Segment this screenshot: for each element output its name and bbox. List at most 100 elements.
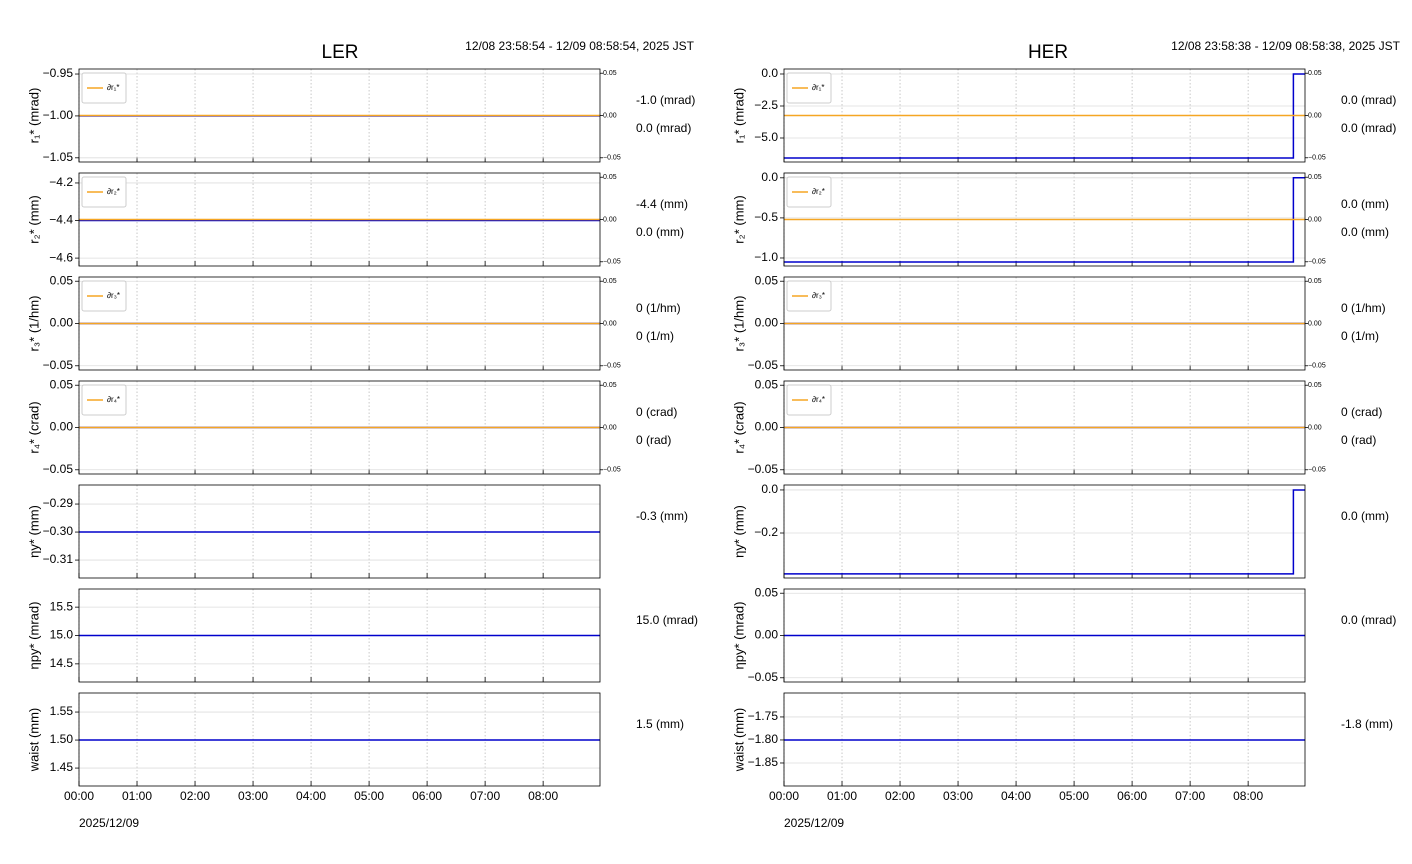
y-tick-label: −0.05 [748, 670, 779, 684]
y2-tick-label: 0.05 [603, 174, 617, 181]
annotation: 0.0 (mrad) [636, 121, 691, 135]
x-tick-label: 07:00 [1175, 789, 1205, 803]
y-axis-label: ηy* (mm) [26, 505, 41, 558]
y-tick-label: −0.95 [43, 66, 74, 80]
legend-label: ∂r₄* [812, 395, 825, 404]
annotation: 0 (rad) [636, 433, 671, 447]
y-axis-label: waist (mm) [26, 708, 41, 773]
x-tick-label: 06:00 [412, 789, 442, 803]
plot-frame [78, 172, 601, 267]
y-tick-label: 0.00 [755, 420, 779, 434]
x-tick-label: 05:00 [354, 789, 384, 803]
y2-tick-label: −0.05 [1308, 363, 1326, 370]
plot-area [784, 485, 1305, 578]
y-tick-label: −0.05 [43, 462, 74, 476]
y2-tick-label: −0.05 [603, 155, 621, 162]
y-tick-label: −1.80 [748, 732, 779, 746]
x-axis-label: 2025/12/09 [79, 816, 139, 830]
legend-label: ∂r₂* [107, 187, 120, 196]
annotation: 1.5 (mm) [636, 717, 684, 731]
legend-box [786, 280, 832, 312]
y-tick-label: 0.05 [50, 377, 74, 391]
y2-tick-label: −0.05 [1308, 467, 1326, 474]
legend-box [786, 72, 832, 104]
y2-tick-label: −0.05 [603, 259, 621, 266]
annotation: -1.8 (mm) [1341, 717, 1393, 731]
y-tick-label: −0.29 [43, 496, 74, 510]
y2-tick-label: 0.00 [1308, 112, 1322, 119]
y2-tick-label: −0.05 [603, 363, 621, 370]
legend-box [81, 280, 127, 312]
y-tick-label: −1.85 [748, 755, 779, 769]
y2-tick-label: 0.05 [603, 382, 617, 389]
legend-box [81, 176, 127, 208]
x-tick-label: 06:00 [1117, 789, 1147, 803]
annotation: 0.0 (mm) [1341, 509, 1389, 523]
y-tick-label: 0.0 [761, 170, 778, 184]
y-tick-label: −1.05 [43, 150, 74, 164]
x-tick-label: 03:00 [943, 789, 973, 803]
annotation: 0.0 (mm) [1341, 197, 1389, 211]
legend-label: ∂r₂* [812, 187, 825, 196]
y-tick-label: −0.2 [754, 525, 778, 539]
x-tick-label: 02:00 [180, 789, 210, 803]
x-axis-label: 2025/12/09 [784, 816, 844, 830]
y-tick-label: 0.00 [755, 316, 779, 330]
x-tick-label: 01:00 [827, 789, 857, 803]
y-tick-label: 0.05 [755, 585, 779, 599]
y-axis-label: r₃* (1/hm) [26, 296, 41, 352]
legend-label: ∂r₃* [107, 291, 120, 300]
y-axis-label: r₂* (mm) [731, 195, 746, 243]
x-tick-label: 03:00 [238, 789, 268, 803]
annotation: -0.3 (mm) [636, 509, 688, 523]
legend-box [81, 72, 127, 104]
annotation: 0.0 (mm) [636, 225, 684, 239]
plot-frame [783, 692, 1306, 787]
y2-tick-label: 0.05 [1308, 382, 1322, 389]
plot-frame [78, 692, 601, 787]
y-tick-label: −4.2 [49, 175, 73, 189]
y-tick-label: 0.00 [50, 316, 74, 330]
chart-subtitle: 12/08 23:58:54 - 12/09 08:58:54, 2025 JS… [465, 39, 695, 53]
y-axis-label: r₁* (mrad) [731, 88, 746, 144]
y-axis-label: ηpy* (mrad) [26, 602, 41, 670]
x-tick-label: 05:00 [1059, 789, 1089, 803]
y-axis-label: r₃* (1/hm) [731, 296, 746, 352]
y2-tick-label: 0.00 [1308, 216, 1322, 223]
x-tick-label: 02:00 [885, 789, 915, 803]
x-tick-label: 08:00 [528, 789, 558, 803]
y-tick-label: 15.5 [50, 599, 74, 613]
plot-frame [783, 588, 1306, 683]
annotation: -1.0 (mrad) [636, 93, 695, 107]
chart-title: LER [322, 42, 359, 63]
y-tick-label: −5.0 [754, 130, 778, 144]
annotation: 0 (1/m) [636, 329, 674, 343]
annotation: 0.0 (mm) [1341, 225, 1389, 239]
plot-frame [783, 276, 1306, 371]
y-tick-label: 15.0 [50, 628, 74, 642]
annotation: 0 (crad) [636, 405, 677, 419]
plot-frame [78, 380, 601, 475]
y2-tick-label: 0.00 [603, 216, 617, 223]
y2-tick-label: 0.00 [603, 320, 617, 327]
chart-subtitle: 12/08 23:58:38 - 12/09 08:58:38, 2025 JS… [1171, 39, 1401, 53]
plot-frame [78, 588, 601, 683]
x-tick-label: 01:00 [122, 789, 152, 803]
y-tick-label: 0.00 [755, 628, 779, 642]
y-tick-label: −2.5 [754, 98, 778, 112]
annotation: 0 (crad) [1341, 405, 1382, 419]
y-tick-label: 14.5 [50, 656, 74, 670]
legend-label: ∂r₁* [107, 83, 119, 92]
y2-tick-label: 0.05 [1308, 174, 1322, 181]
x-tick-label: 07:00 [470, 789, 500, 803]
annotation: 0 (1/m) [1341, 329, 1379, 343]
chart-title: HER [1028, 42, 1068, 63]
y-axis-label: r₄* (crad) [731, 401, 746, 453]
annotation: 0 (1/hm) [1341, 301, 1386, 315]
annotation: 0.0 (mrad) [1341, 93, 1396, 107]
y-axis-label: waist (mm) [731, 708, 746, 773]
y-tick-label: 1.55 [50, 704, 74, 718]
y-axis-label: ηpy* (mrad) [731, 602, 746, 670]
y2-tick-label: 0.00 [1308, 320, 1322, 327]
